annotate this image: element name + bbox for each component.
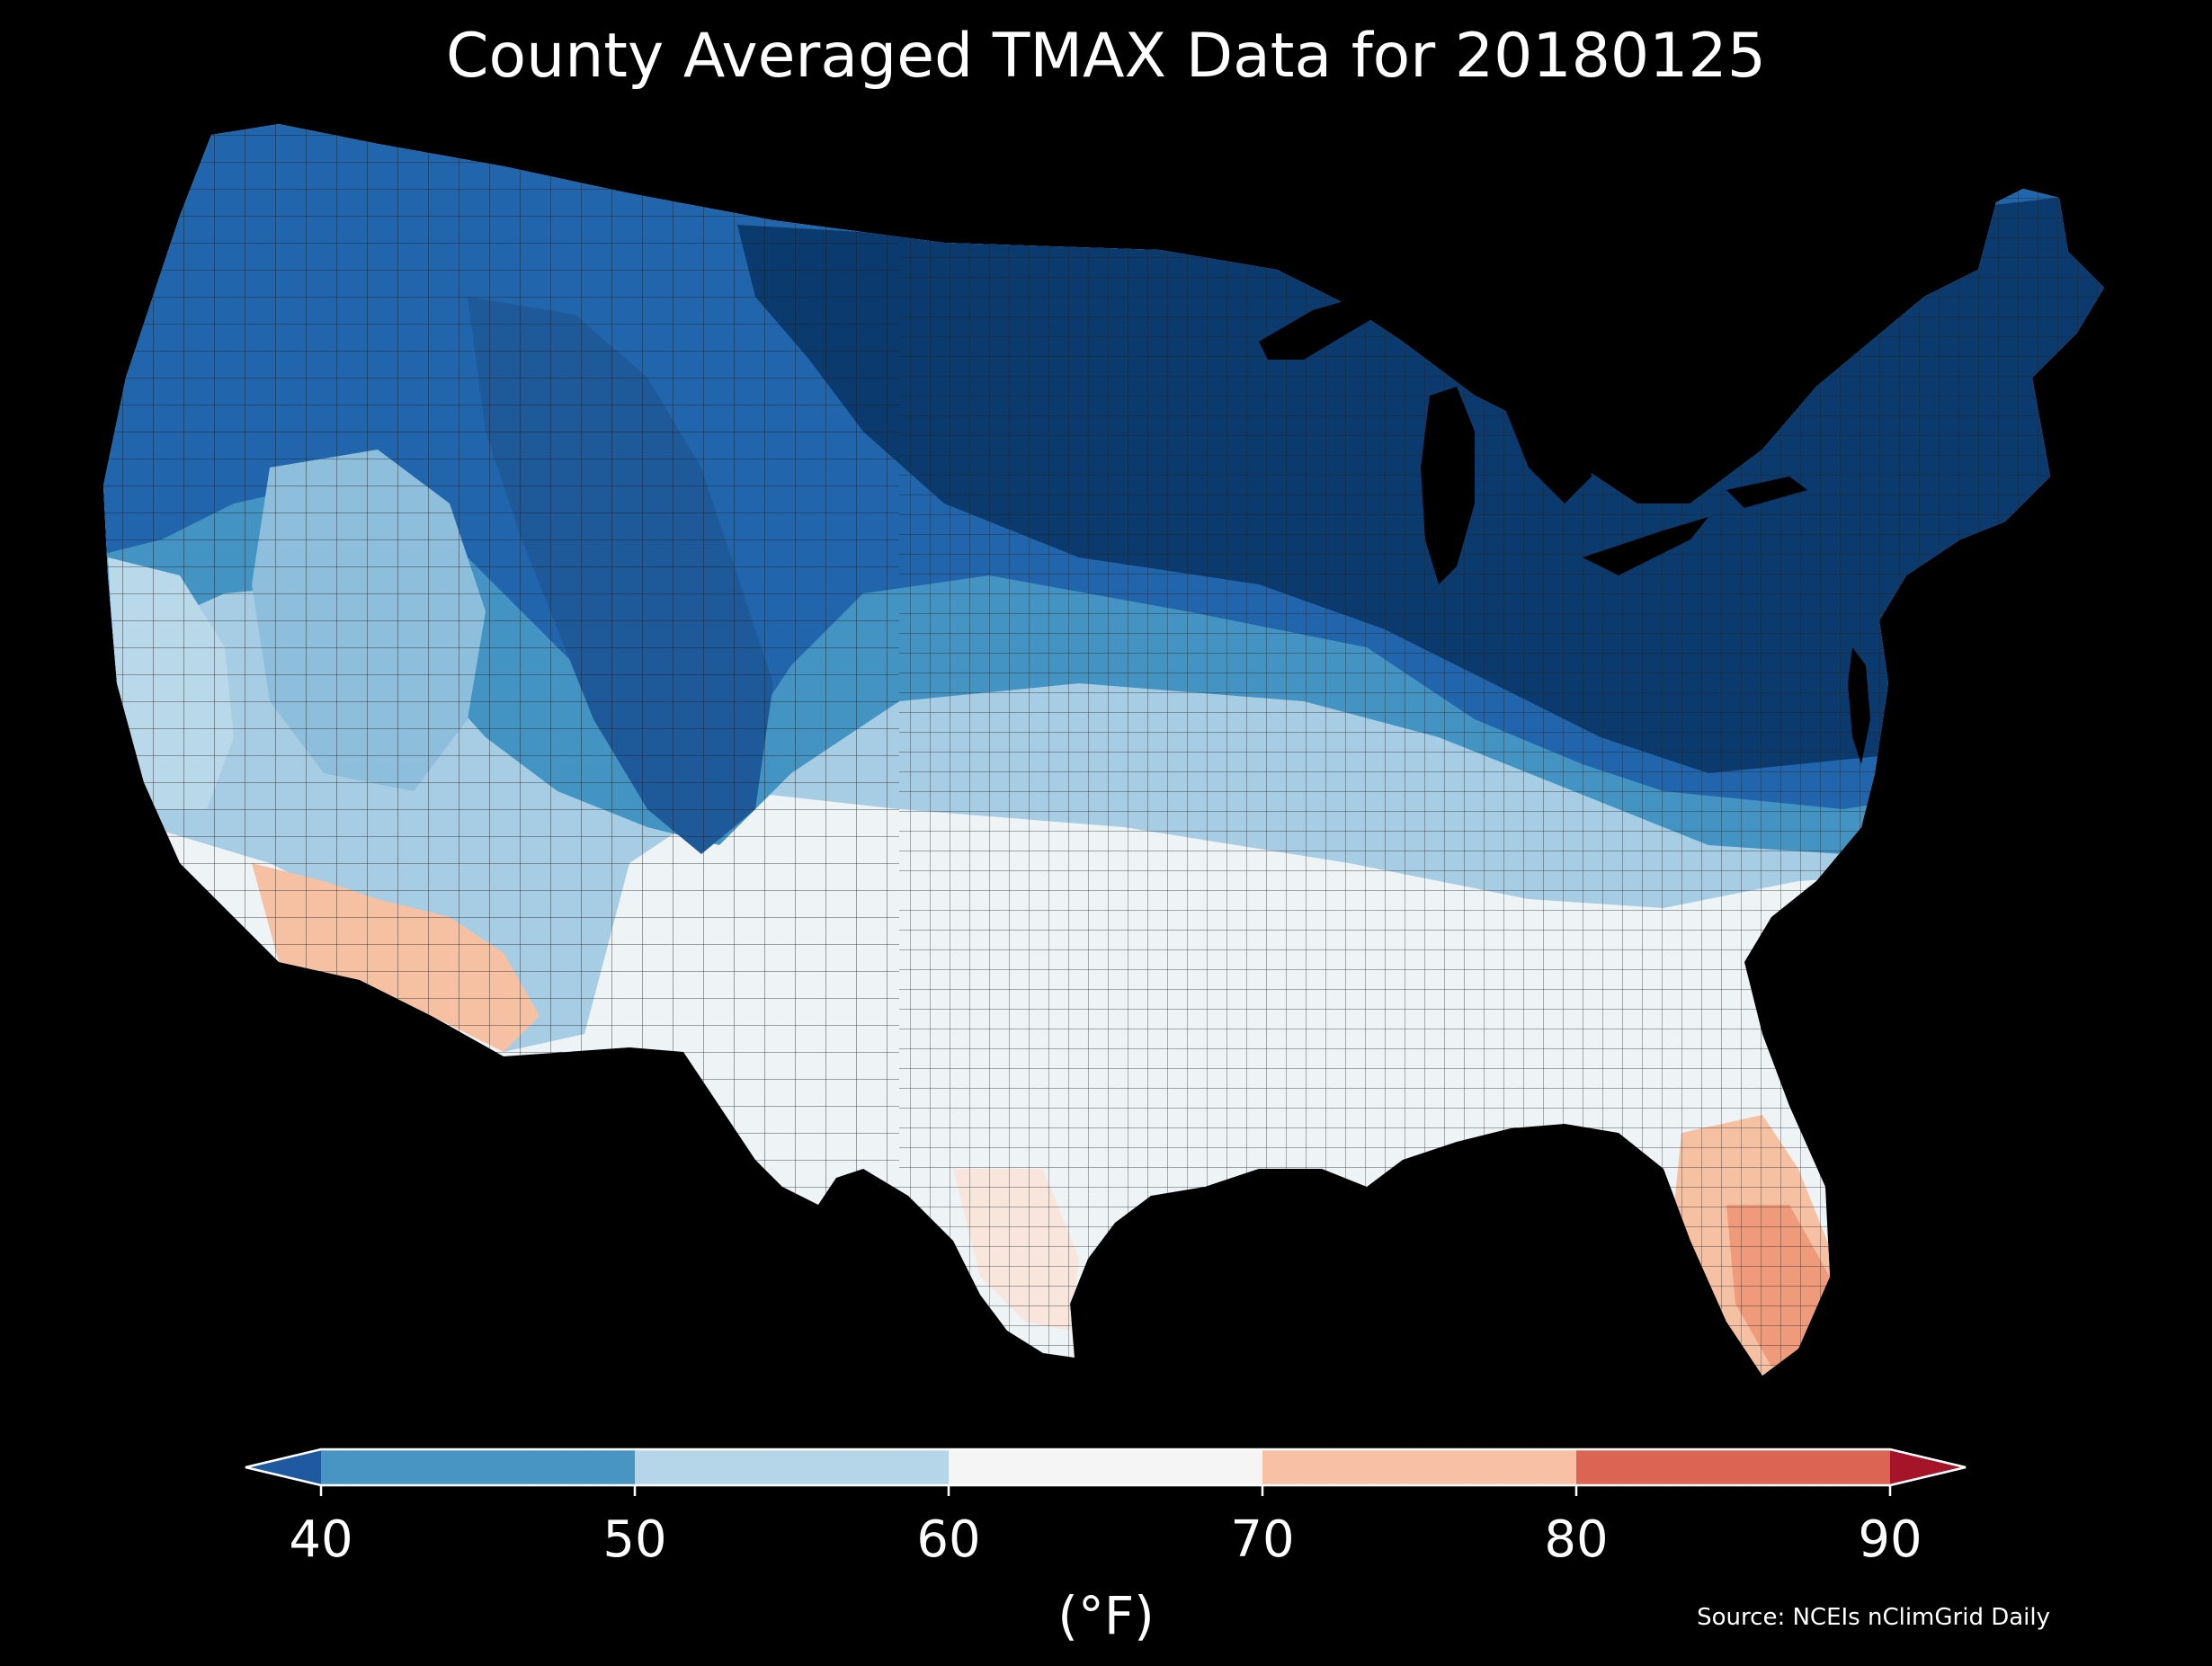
source-credit: Source: NCEIs nClimGrid Daily (1697, 1604, 2050, 1631)
colorbar-extend-high (1890, 1449, 1966, 1485)
lake-michigan (1421, 387, 1475, 584)
colorbar-bin (321, 1449, 635, 1485)
colorbar-unit-label: (°F) (1057, 1585, 1155, 1646)
colorbar-extend-low (245, 1449, 321, 1485)
colorbar-bin (635, 1449, 949, 1485)
colorbar-tick-60: 60 (916, 1510, 981, 1569)
colorbar-bin (949, 1449, 1262, 1485)
colorbar-tick-50: 50 (602, 1510, 667, 1569)
lake-superior (1259, 292, 1403, 360)
colorbar-bin (1262, 1449, 1576, 1485)
lake-huron (1493, 369, 1592, 503)
great-lakes (1259, 292, 1807, 584)
chesapeake-bay (1848, 647, 1870, 764)
map-title: County Averaged TMAX Data for 20180125 (446, 21, 1766, 92)
colorbar-tick-40: 40 (289, 1510, 353, 1569)
lake-erie (1583, 517, 1708, 575)
colorbar-tick-90: 90 (1858, 1510, 1922, 1569)
lake-ontario (1726, 477, 1807, 508)
colorbar-tick-80: 80 (1544, 1510, 1609, 1569)
colorbar-bin (1576, 1449, 1890, 1485)
colorbar-tick-70: 70 (1230, 1510, 1295, 1569)
